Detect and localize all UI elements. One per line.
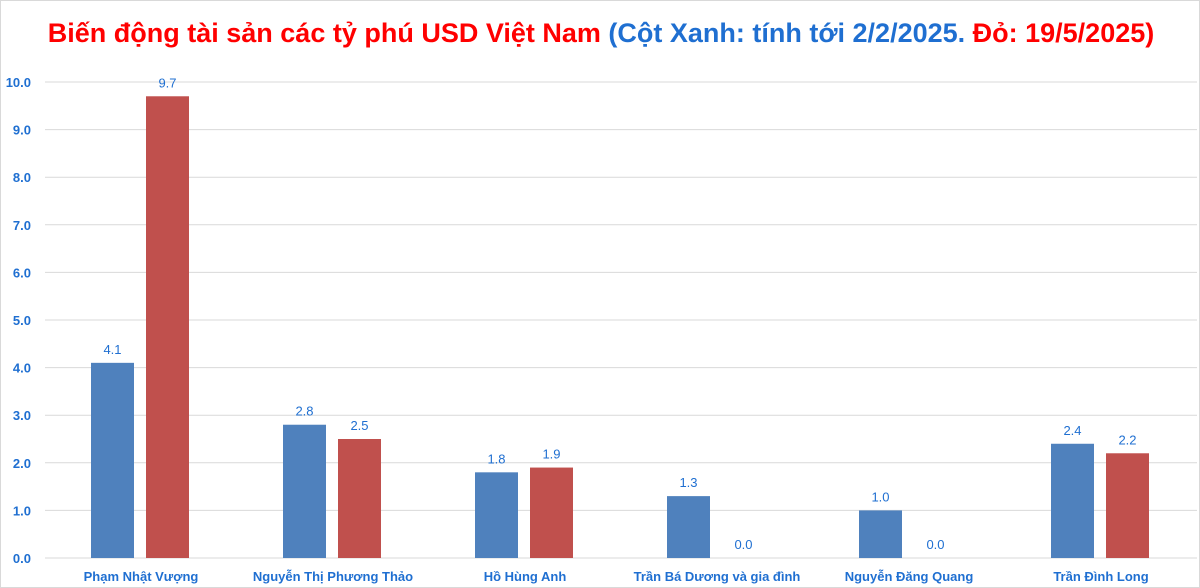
y-tick-label: 1.0 (13, 503, 31, 518)
data-label: 2.8 (295, 404, 313, 419)
bar (475, 472, 518, 558)
data-label: 0.0 (734, 537, 752, 552)
y-tick-label: 8.0 (13, 170, 31, 185)
y-tick-label: 3.0 (13, 408, 31, 423)
y-tick-label: 6.0 (13, 265, 31, 280)
data-label: 4.1 (103, 342, 121, 357)
x-tick-label: Nguyễn Đăng Quang (845, 569, 974, 584)
chart-title: Biến động tài sản các tỷ phú USD Việt Na… (1, 15, 1199, 51)
y-tick-label: 7.0 (13, 218, 31, 233)
bar (859, 510, 902, 558)
data-label: 2.2 (1118, 432, 1136, 447)
y-tick-label: 4.0 (13, 361, 31, 376)
data-label: 2.5 (350, 418, 368, 433)
data-label: 1.0 (871, 489, 889, 504)
x-tick-label: Trần Bá Dương và gia đình (634, 569, 801, 584)
bar (338, 439, 381, 558)
data-label: 9.7 (158, 75, 176, 90)
y-tick-label: 9.0 (13, 123, 31, 138)
bar (667, 496, 710, 558)
title-part-3: Đỏ: 19/5/2025) (965, 18, 1155, 48)
data-label: 1.9 (542, 447, 560, 462)
y-tick-label: 0.0 (13, 551, 31, 566)
bar (1051, 443, 1094, 558)
x-tick-label: Phạm Nhật Vượng (84, 569, 199, 584)
x-tick-label: Nguyễn Thị Phương Thảo (253, 569, 413, 584)
data-label: 2.4 (1063, 423, 1081, 438)
y-tick-label: 10.0 (6, 75, 31, 90)
y-tick-label: 2.0 (13, 456, 31, 471)
data-label: 1.8 (487, 451, 505, 466)
title-part-2: (Cột Xanh: tính tới 2/2/2025. (608, 18, 966, 48)
bar (530, 467, 573, 558)
bar (283, 424, 326, 558)
y-tick-label: 5.0 (13, 313, 31, 328)
bar (146, 96, 189, 558)
bar (1106, 453, 1149, 558)
data-label: 0.0 (926, 537, 944, 552)
x-tick-label: Trần Đình Long (1053, 569, 1148, 584)
bar (91, 362, 134, 558)
title-part-1: Biến động tài sản các tỷ phú USD Việt Na… (47, 18, 609, 48)
x-tick-label: Hồ Hùng Anh (484, 569, 567, 584)
data-label: 1.3 (679, 475, 697, 490)
